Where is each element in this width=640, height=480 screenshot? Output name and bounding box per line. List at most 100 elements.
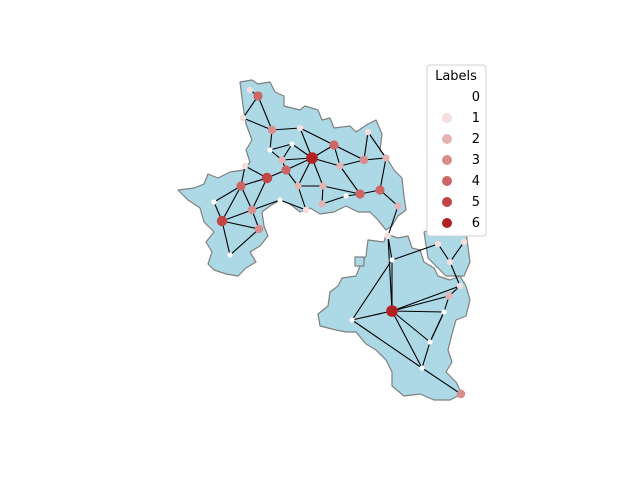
graph-node-label-2: [394, 202, 402, 210]
graph-node-label-0: [349, 317, 355, 323]
legend-marker-4: [442, 176, 452, 186]
graph-edge: [421, 367, 462, 395]
graph-node-label-2: [445, 292, 453, 300]
graph-node-label-1: [384, 232, 392, 240]
graph-node-label-4: [375, 185, 385, 195]
graph-node-label-5: [216, 215, 228, 227]
graph-node-label-2: [336, 162, 344, 170]
graph-node-label-0: [267, 147, 273, 153]
legend-marker-3: [442, 155, 452, 165]
graph-node-label-0: [289, 141, 295, 147]
legend-entries: 0 1 2 3 4 5 6: [442, 90, 480, 231]
graph-node-label-4: [253, 91, 263, 101]
legend-label-3: 3: [472, 153, 480, 168]
graph-edge: [321, 195, 347, 205]
graph-node-label-3: [456, 389, 466, 399]
graph-edge: [351, 319, 423, 369]
graph-node-label-3: [267, 125, 277, 135]
legend-label-0: 0: [472, 90, 480, 105]
region-polygons: [177, 79, 471, 401]
graph-edge: [221, 185, 242, 222]
legend-frame: [426, 64, 487, 237]
graph-node-label-1: [246, 86, 254, 94]
region-small-square: [354, 256, 365, 267]
legend-marker-0: [442, 92, 452, 102]
graph-edge: [299, 127, 335, 146]
graph-node-label-3: [247, 205, 257, 215]
graph-edge: [363, 131, 369, 161]
graph-edge: [322, 185, 361, 195]
graph-edge: [271, 127, 301, 131]
graph-node-label-1: [364, 128, 372, 136]
graph-edge: [391, 310, 423, 369]
graph-edge: [251, 199, 281, 211]
graph-edge: [333, 144, 365, 161]
graph-edge: [229, 228, 260, 256]
graph-edge: [391, 243, 439, 261]
legend-label-1: 1: [472, 111, 480, 126]
legend-label-5: 5: [472, 195, 480, 210]
graph-nodes: [211, 86, 468, 399]
graph-node-label-4: [236, 181, 246, 191]
legend-marker-5: [442, 197, 452, 207]
graph-node-label-1: [239, 114, 247, 122]
graph-node-label-1: [434, 240, 442, 248]
graph-node-label-2: [318, 200, 326, 208]
graph-edge: [339, 165, 361, 195]
graph-edge: [421, 341, 431, 369]
graph-node-label-2: [319, 182, 327, 190]
legend-title: Labels: [435, 69, 477, 84]
graph-edge: [213, 185, 242, 203]
graph-node-label-2: [382, 154, 390, 162]
legend-marker-6: [442, 218, 452, 228]
graph-edge: [367, 131, 387, 159]
legend-marker-2: [442, 134, 452, 144]
graph-node-label-3: [254, 224, 264, 234]
graph-node-label-4: [281, 165, 291, 175]
graph-edge: [429, 311, 445, 343]
graph-node-label-0: [419, 365, 425, 371]
graph-node-label-1: [446, 258, 454, 266]
legend-label-4: 4: [472, 174, 480, 189]
graph-edge: [379, 157, 387, 191]
legend-label-2: 2: [472, 132, 480, 147]
graph-edge: [437, 243, 451, 263]
graph-node-label-4: [355, 189, 365, 199]
graph-node-label-2: [294, 182, 302, 190]
graph-node-label-0: [389, 257, 395, 263]
legend-label-6: 6: [472, 216, 480, 231]
graph-edge: [269, 143, 293, 151]
legend: Labels 0 1 2 3 4 5 6: [426, 64, 487, 237]
graph-node-label-1: [302, 206, 310, 214]
graph-node-label-6: [306, 152, 318, 164]
graph-node-label-0: [227, 252, 233, 258]
graph-edge: [387, 205, 399, 237]
graph-edge: [391, 295, 450, 312]
graph-node-label-1: [456, 282, 464, 290]
graph-node-label-0: [441, 309, 447, 315]
graph-edge: [257, 95, 273, 131]
graph-edge: [351, 310, 393, 321]
graph-node-label-3: [359, 155, 369, 165]
graph-node-label-0: [277, 197, 283, 203]
graph-edge: [279, 199, 307, 211]
graph-edge: [297, 185, 307, 211]
graph-edge: [449, 241, 465, 263]
graph-edge: [242, 117, 273, 131]
graph-node-label-0: [211, 199, 217, 205]
graph-edge: [387, 235, 393, 312]
graph-node-label-4: [329, 140, 339, 150]
graph-node-label-2: [278, 156, 286, 164]
graph-node-label-5: [261, 172, 273, 184]
graph-edge: [351, 259, 393, 321]
graph-node-label-0: [343, 193, 349, 199]
graph-edge: [221, 220, 231, 256]
region-southeast-lobe: [317, 233, 471, 401]
graph-edge: [391, 310, 445, 313]
graph-edge: [221, 220, 260, 230]
legend-marker-1: [442, 113, 452, 123]
graph-edge: [251, 177, 268, 211]
graph-edge: [391, 285, 461, 312]
graph-node-label-1: [460, 238, 468, 246]
